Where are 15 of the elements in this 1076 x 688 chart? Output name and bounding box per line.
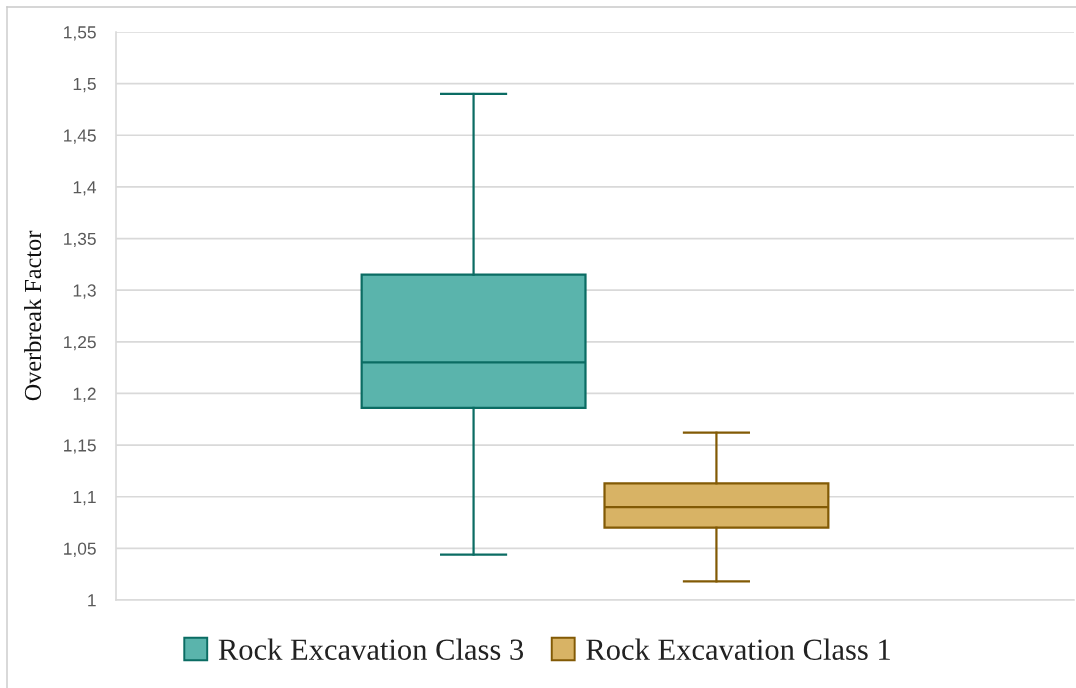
y-tick-label: 1 — [88, 594, 96, 607]
y-tick-label: 1,5 — [73, 77, 96, 93]
y-tick-label: 1,45 — [64, 129, 96, 144]
y-tick-label: 1,4 — [73, 181, 97, 196]
y-axis-title: Overbreak Factor — [24, 230, 42, 401]
y-tick-label: 1,3 — [73, 284, 96, 299]
y-tick-label: 1,55 — [64, 26, 96, 41]
legend-label: Rock Excavation Class 3 — [218, 638, 524, 660]
y-tick-label: 1,15 — [64, 439, 96, 454]
y-tick-label: 1,05 — [64, 542, 96, 557]
y-tick-label: 1,35 — [64, 232, 96, 248]
y-tick-label: 1,1 — [73, 491, 96, 506]
y-tick-label: 1,2 — [73, 387, 96, 402]
y-tick-label: 1,25 — [64, 335, 96, 351]
legend-label: Rock Excavation Class 1 — [586, 638, 890, 660]
